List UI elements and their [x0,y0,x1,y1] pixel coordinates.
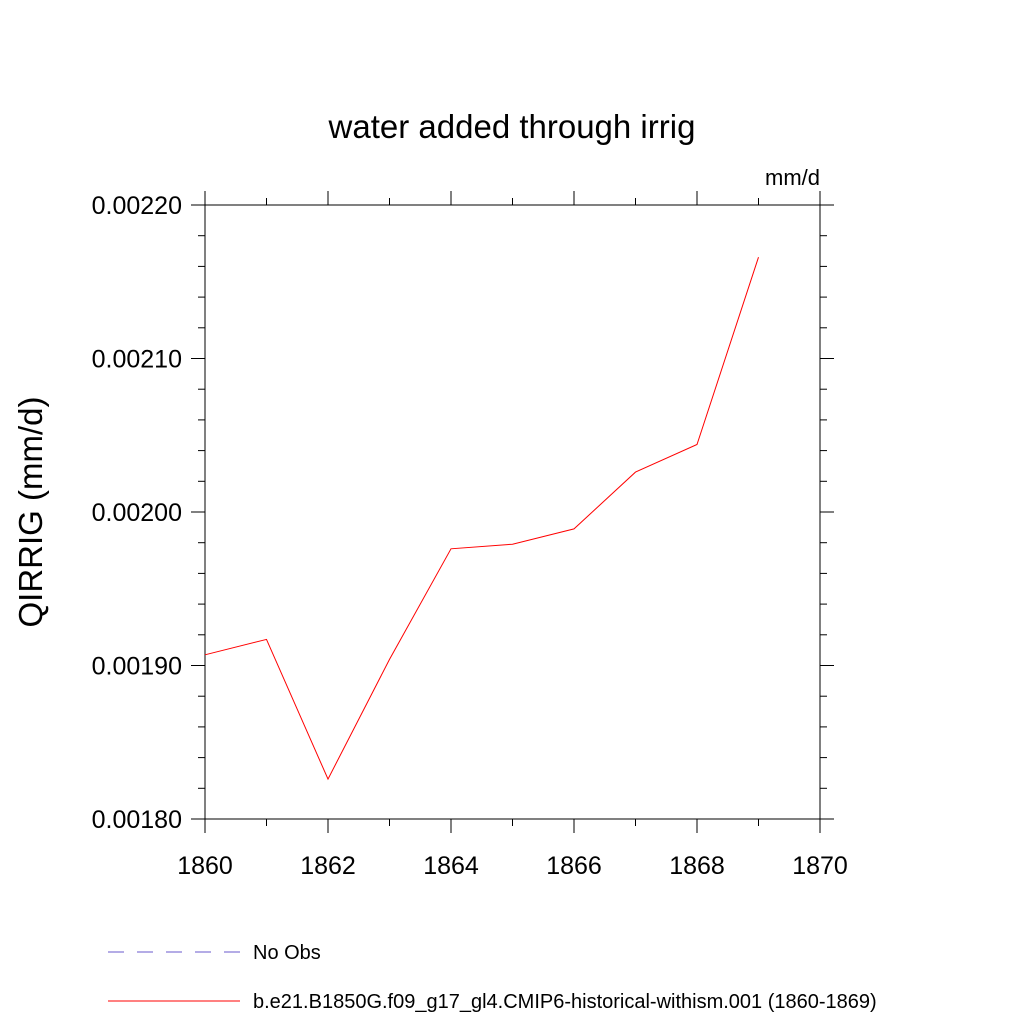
x-tick-label: 1860 [177,852,233,880]
plot-frame [204,204,821,820]
x-tick-label: 1864 [423,852,479,880]
x-tick-labels: 1860 1862 1864 1866 1868 1870 [177,852,848,880]
x-tick-label: 1868 [669,852,725,880]
series-line [204,257,759,781]
y-tick-label: 0.00210 [92,346,182,374]
units-label: mm/d [765,165,820,190]
y-tick-label: 0.00200 [92,499,182,527]
y-tick-label: 0.00220 [92,192,182,220]
x-tick-label: 1866 [546,852,602,880]
legend: No Obs b.e21.B1850G.f09_g17_gl4.CMIP6-his… [108,942,877,1013]
plot-axes [191,191,834,833]
y-tick-labels: 0.00180 0.00190 0.00200 0.00210 0.00220 [92,192,182,834]
y-tick-label: 0.00180 [92,806,182,834]
x-tick-label: 1870 [792,852,848,880]
chart-title: water added through irrig [328,108,696,145]
x-tick-label: 1862 [300,852,356,880]
legend-label: No Obs [253,942,321,964]
legend-label: b.e21.B1850G.f09_g17_gl4.CMIP6-historica… [253,991,877,1013]
y-tick-label: 0.00190 [92,653,182,681]
series-group [204,257,759,781]
y-axis-label: QIRRIG (mm/d) [12,397,49,628]
